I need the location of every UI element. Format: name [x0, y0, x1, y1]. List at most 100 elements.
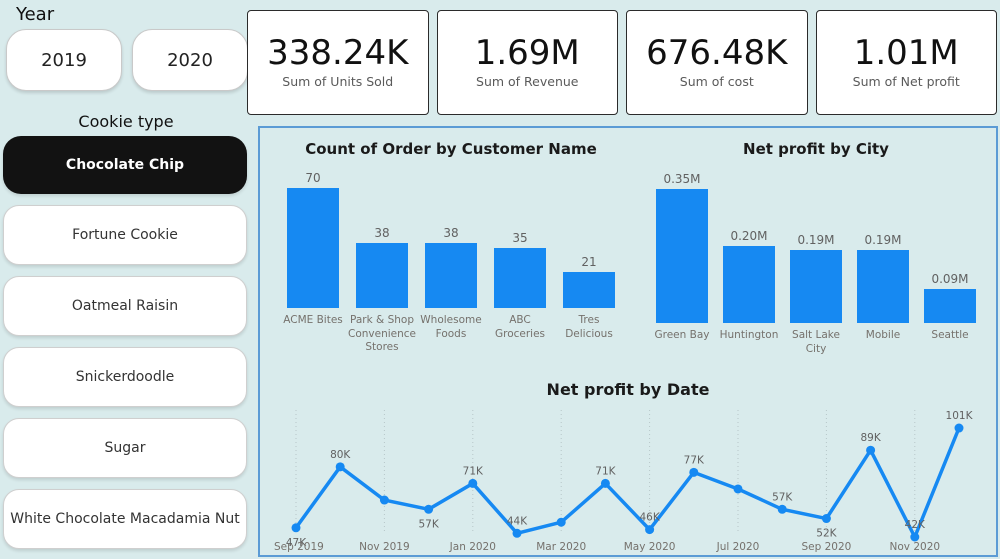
bar-data-label: 38	[443, 226, 459, 240]
line-data-label: 77K	[684, 454, 705, 466]
net-profit-by-date-line-chart: 47K Sep 2019 80K Nov 2019 57K 71K Jan 2020 44K M…	[266, 404, 988, 558]
data-point[interactable]	[335, 462, 345, 472]
bar-data-label: 70	[305, 171, 321, 185]
data-point[interactable]	[645, 525, 655, 535]
line-data-label: 57K	[418, 518, 439, 530]
bar[interactable]	[857, 250, 909, 323]
bar[interactable]	[287, 188, 339, 308]
bar[interactable]	[723, 246, 775, 323]
bar[interactable]	[790, 250, 842, 323]
line-data-label: 89K	[860, 432, 881, 444]
line-data-label: 44K	[507, 515, 528, 527]
year-button-2020[interactable]: 2020	[132, 29, 248, 91]
bar-data-label: 38	[374, 226, 390, 240]
line-data-label: 80K	[330, 449, 351, 461]
bar[interactable]	[494, 248, 546, 308]
data-point[interactable]	[512, 528, 522, 538]
data-point[interactable]	[600, 478, 610, 488]
kpi-card: 338.24K Sum of Units Sold	[247, 10, 429, 115]
bar-data-label: 35	[512, 231, 528, 245]
cookie-filter-option-fortune-cookie[interactable]: Fortune Cookie	[3, 205, 247, 265]
bar-column: 0.09M	[917, 158, 984, 323]
cookie-type-filter: Chocolate Chip Fortune Cookie Oatmeal Rais…	[3, 136, 247, 549]
data-point[interactable]	[379, 495, 389, 505]
bar-category-label: Salt Lake City	[792, 329, 840, 355]
orders-by-customer-category-axis: ACME Bites Park & Shop Convenience Stores…	[270, 314, 632, 355]
line-data-label: 47K	[286, 537, 307, 549]
bar-column: 35	[486, 158, 555, 308]
data-point[interactable]	[689, 467, 699, 477]
bar-column: 21	[555, 158, 624, 308]
bar-column: 70	[279, 158, 348, 308]
bar-data-label: 21	[581, 255, 597, 269]
cookie-filter-option-snickerdoodle[interactable]: Snickerdoodle	[3, 347, 247, 407]
line-data-label: 101K	[946, 410, 974, 422]
line-data-label: 71K	[595, 465, 616, 477]
data-point[interactable]	[821, 514, 831, 524]
data-point[interactable]	[733, 484, 743, 494]
data-point[interactable]	[777, 504, 787, 514]
bar[interactable]	[356, 243, 408, 308]
bar-data-label: 0.09M	[931, 272, 969, 286]
cookie-filter-option-oatmeal-raisin[interactable]: Oatmeal Raisin	[3, 276, 247, 336]
year-filter: 2019 2020	[6, 29, 248, 91]
orders-by-customer-bar-chart: Count of Order by Customer Name 70 38 38 35…	[270, 140, 632, 356]
charts-panel: Count of Order by Customer Name 70 38 38 35…	[258, 126, 998, 557]
year-button-2019[interactable]: 2019	[6, 29, 122, 91]
data-point[interactable]	[468, 478, 478, 488]
bar-category-label: Tres Delicious	[565, 314, 613, 340]
cookie-filter-option-chocolate-chip[interactable]: Chocolate Chip	[3, 136, 247, 194]
bar-data-label: 0.35M	[663, 172, 701, 186]
data-point[interactable]	[424, 504, 434, 514]
kpi-label: Sum of cost	[679, 74, 754, 90]
bar-category-label: Mobile	[865, 329, 901, 341]
cookie-filter-option-white-chocolate-macadamia-nut[interactable]: White Chocolate Macadamia Nut	[3, 489, 247, 549]
data-point[interactable]	[910, 532, 920, 542]
bar-category-label: Huntington	[719, 329, 779, 341]
data-point[interactable]	[866, 445, 876, 455]
cookie-type-filter-title: Cookie type	[78, 112, 174, 131]
kpi-label: Sum of Units Sold	[282, 74, 394, 90]
bar-category-label: Wholesome Foods	[420, 314, 482, 340]
bar-column: 0.20M	[716, 158, 783, 323]
orders-by-customer-chart-title: Count of Order by Customer Name	[305, 140, 597, 158]
bar[interactable]	[563, 272, 615, 308]
bar-data-label: 0.20M	[730, 229, 768, 243]
bar-column: 38	[348, 158, 417, 308]
data-point[interactable]	[556, 517, 566, 527]
bar-data-label: 0.19M	[797, 233, 835, 247]
bar-category-label: ACME Bites	[283, 314, 343, 326]
x-axis-tick-label: Nov 2020	[890, 541, 941, 553]
top-charts-row: Count of Order by Customer Name 70 38 38 35…	[270, 140, 990, 356]
net-profit-by-city-bar-chart: Net profit by City 0.35M 0.20M 0.19M 0.19M 0…	[642, 140, 990, 356]
kpi-value: 676.48K	[646, 32, 788, 73]
data-point[interactable]	[291, 523, 301, 533]
bar-data-label: 0.19M	[864, 233, 902, 247]
x-axis-tick-label: Jan 2020	[449, 541, 496, 553]
bar[interactable]	[924, 289, 976, 323]
x-axis-tick-label: Jul 2020	[716, 541, 760, 553]
bar-category-label: Green Bay	[654, 329, 710, 341]
cookie-filter-option-sugar[interactable]: Sugar	[3, 418, 247, 478]
x-axis-tick-label: May 2020	[624, 541, 676, 553]
data-point[interactable]	[954, 423, 964, 433]
bar-column: 0.35M	[649, 158, 716, 323]
bar-category-label: Park & Shop Convenience Stores	[347, 314, 416, 354]
net-profit-by-city-category-axis: Green Bay Huntington Salt Lake City Mobile S…	[642, 329, 990, 356]
x-axis-tick-label: Sep 2020	[801, 541, 851, 553]
bar-column: 0.19M	[850, 158, 917, 323]
line-data-label: 71K	[463, 465, 484, 477]
net-profit-line	[294, 426, 961, 539]
bar[interactable]	[425, 243, 477, 308]
kpi-value: 1.01M	[853, 32, 959, 73]
kpi-card: 1.01M Sum of Net profit	[815, 10, 997, 115]
line-data-label: 46K	[639, 512, 660, 524]
bar[interactable]	[656, 189, 708, 323]
kpi-value: 1.69M	[474, 32, 580, 73]
line-data-label: 52K	[816, 528, 837, 540]
kpi-label: Sum of Revenue	[476, 74, 579, 90]
bar-column: 0.19M	[783, 158, 850, 323]
x-axis-tick-label: Nov 2019	[359, 541, 410, 553]
